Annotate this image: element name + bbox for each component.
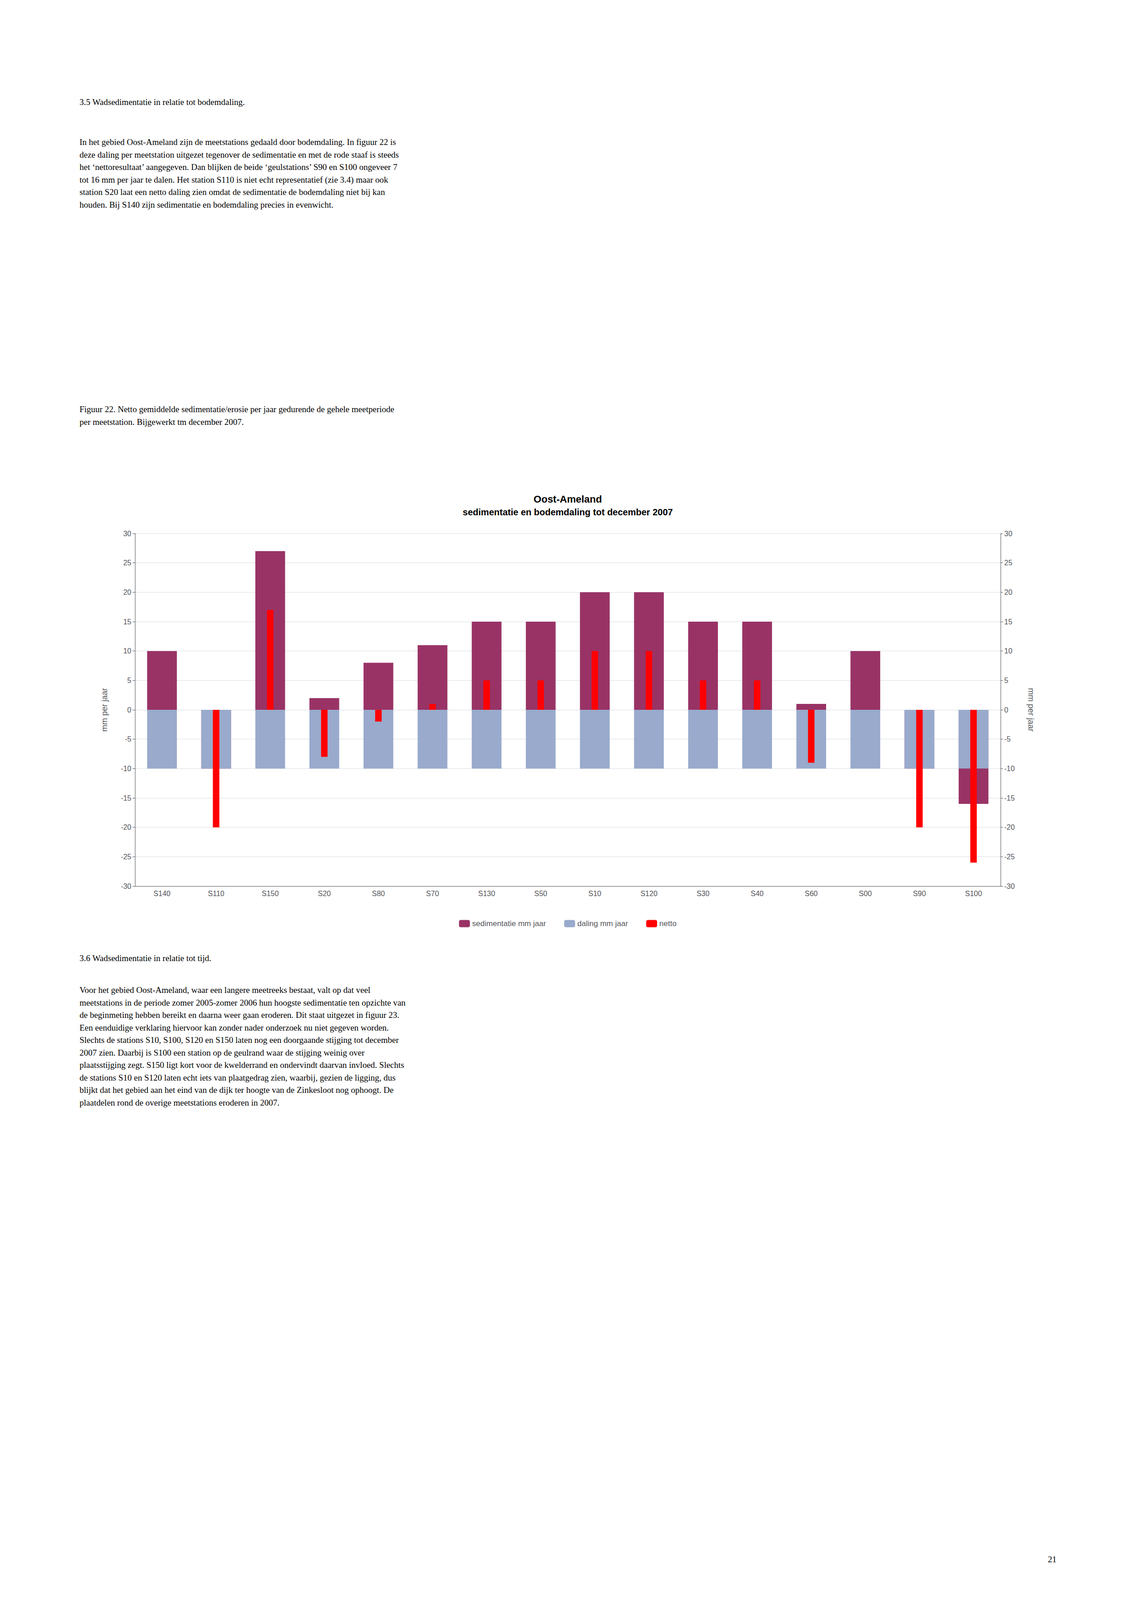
svg-text:30: 30 <box>1004 529 1013 538</box>
svg-text:S120: S120 <box>640 889 658 898</box>
svg-text:15: 15 <box>1004 617 1013 626</box>
svg-text:sedimentatie en bodemdaling to: sedimentatie en bodemdaling tot december… <box>462 507 673 518</box>
svg-text:S60: S60 <box>804 889 818 898</box>
svg-text:25: 25 <box>123 558 132 567</box>
svg-text:-10: -10 <box>120 764 132 773</box>
svg-text:S00: S00 <box>858 889 872 898</box>
html-text:21: 21 <box>1047 1554 1057 1565</box>
svg-text:daling mm jaar: daling mm jaar <box>577 919 629 928</box>
svg-text:S10: S10 <box>588 889 602 898</box>
svg-text:10: 10 <box>123 647 132 655</box>
svg-text:-30: -30 <box>1004 882 1015 891</box>
svg-text:5: 5 <box>1004 676 1009 685</box>
svg-text:S80: S80 <box>372 889 386 898</box>
svg-text:S130: S130 <box>478 889 495 898</box>
svg-text:S30: S30 <box>696 889 710 898</box>
html-text:In het gebied Oost-Ameland zij: In het gebied Oost-Ameland zijn de meets… <box>79 137 399 210</box>
svg-text:-20: -20 <box>1004 823 1015 832</box>
svg-text:-25: -25 <box>120 852 132 861</box>
html-text:Voor het gebied Oost-Ameland,: Voor het gebied Oost-Ameland, waar een l… <box>79 985 406 1108</box>
svg-text:netto: netto <box>659 919 677 928</box>
svg-text:S140: S140 <box>153 889 171 898</box>
html-text:3.5 Wadsedimentatie in relatie: 3.5 Wadsedimentatie in relatie tot bodem… <box>79 97 245 107</box>
svg-text:mm per jaar: mm per jaar <box>1026 687 1036 732</box>
svg-text:S90: S90 <box>912 889 927 898</box>
svg-text:5: 5 <box>127 676 132 685</box>
svg-text:-15: -15 <box>1004 794 1015 803</box>
svg-text:mm per jaar: mm per jaar <box>99 687 110 732</box>
svg-text:-5: -5 <box>124 735 132 743</box>
html-text:3.6 Wadsedimentatie in relatie: 3.6 Wadsedimentatie in relatie tot tijd. <box>79 953 212 963</box>
svg-text:Oost-Ameland: Oost-Ameland <box>533 493 602 505</box>
svg-text:20: 20 <box>123 588 132 597</box>
svg-text:-20: -20 <box>120 823 132 832</box>
svg-text:sedimentatie mm jaar: sedimentatie mm jaar <box>472 919 547 928</box>
svg-text:-5: -5 <box>1004 735 1011 743</box>
svg-text:-25: -25 <box>1004 852 1015 861</box>
svg-text:-30: -30 <box>120 882 132 891</box>
svg-text:15: 15 <box>123 617 132 626</box>
svg-text:S70: S70 <box>426 889 440 898</box>
svg-text:S150: S150 <box>261 889 279 898</box>
svg-text:-15: -15 <box>120 794 132 803</box>
svg-text:10: 10 <box>1004 647 1013 655</box>
svg-text:S100: S100 <box>965 889 982 898</box>
svg-text:25: 25 <box>1004 558 1013 567</box>
svg-text:20: 20 <box>1004 588 1013 597</box>
svg-text:S40: S40 <box>750 889 764 898</box>
svg-text:-10: -10 <box>1004 764 1015 773</box>
html-text:Figuur 22. Netto gemiddelde se: Figuur 22. Netto gemiddelde sedimentatie… <box>79 404 395 427</box>
svg-text:0: 0 <box>1004 706 1009 714</box>
svg-text:S110: S110 <box>208 889 225 898</box>
svg-text:S20: S20 <box>317 889 331 898</box>
svg-text:30: 30 <box>123 529 132 538</box>
svg-text:0: 0 <box>127 706 132 714</box>
svg-text:S50: S50 <box>534 889 548 898</box>
